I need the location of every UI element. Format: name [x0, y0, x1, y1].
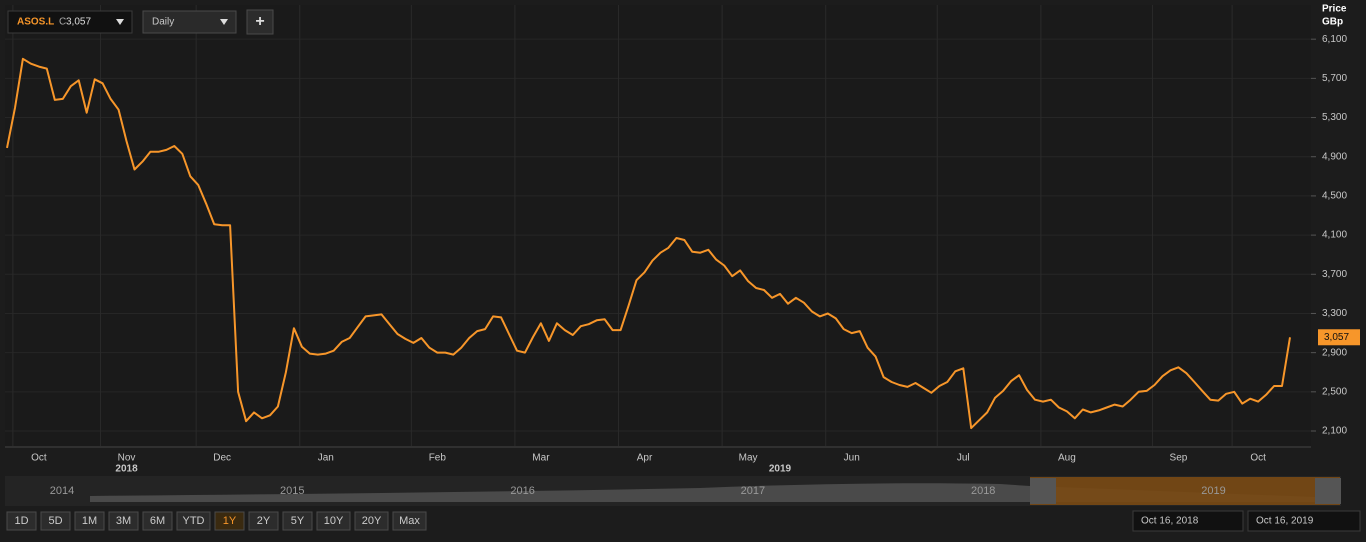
x-tick-label: Aug — [1058, 453, 1076, 464]
y-tick-label: 2,100 — [1322, 426, 1347, 437]
dropdown-arrow — [116, 19, 124, 25]
navigator-years: 2014 2015 2016 2017 2018 2019 — [50, 485, 1226, 497]
range-button-label: 6M — [150, 515, 165, 527]
range-button-label: 20Y — [362, 515, 382, 527]
interval: Daily — [152, 17, 174, 28]
navigator-year: 2014 — [50, 485, 74, 497]
range-button[interactable] — [392, 511, 427, 531]
x-tick-label: Oct — [1250, 453, 1266, 464]
price-line — [6, 57, 1291, 430]
navigator-year: 2019 — [1201, 485, 1225, 497]
range-button[interactable] — [108, 511, 139, 531]
date-from: Oct 16, 2018 — [1141, 516, 1199, 527]
x-tick-label: Jun — [844, 453, 860, 464]
y-axis-title: GBp — [1322, 17, 1343, 28]
y-tick-label: 6,100 — [1322, 34, 1347, 45]
range-button[interactable] — [74, 511, 105, 531]
range-button-label: Max — [399, 515, 420, 527]
add-button-label: + — [255, 13, 264, 30]
range-button[interactable] — [176, 511, 211, 531]
last-value-label: 3,057 — [1324, 332, 1349, 343]
close-prefix: C — [59, 17, 66, 28]
range-buttons: 1D 5D 1M 3M 6M YTD 1Y 2Y 5Y 10Y 20Y Max — [6, 511, 427, 531]
x-tick-label: Mar — [532, 453, 550, 464]
plot-area — [5, 5, 1311, 446]
range-button-label: 1D — [14, 515, 28, 527]
navigator-year: 2016 — [510, 485, 534, 497]
range-button-label: YTD — [183, 515, 205, 527]
range-button[interactable] — [248, 511, 279, 531]
x-tick-label: Jul — [957, 453, 970, 464]
interval-box[interactable]: Daily — [142, 10, 237, 34]
symbol-field[interactable] — [7, 10, 133, 34]
x-tick-label: Feb — [429, 453, 447, 464]
y-tick-label: 4,100 — [1322, 230, 1347, 241]
x-tick-label: Oct — [31, 453, 47, 464]
navigator-window[interactable] — [1030, 477, 1340, 505]
range-button[interactable] — [316, 511, 351, 531]
y-axis-title: Price — [1322, 4, 1347, 15]
symbol: ASOS.L — [17, 17, 54, 28]
last-value-box — [1318, 329, 1360, 346]
interval-field[interactable] — [142, 10, 237, 34]
range-button-label: 3M — [116, 515, 131, 527]
year-label: 2018 — [115, 464, 138, 475]
add-button[interactable] — [246, 9, 274, 35]
x-tick-label: Jan — [318, 453, 334, 464]
y-tick-label: 3,300 — [1322, 308, 1347, 319]
date-to-field[interactable] — [1247, 510, 1361, 532]
y-tick-label: 5,300 — [1322, 112, 1347, 123]
dropdown-arrow — [220, 19, 228, 25]
y-tick-label: 4,500 — [1322, 191, 1347, 202]
date-from-field[interactable] — [1132, 510, 1244, 532]
range-button[interactable] — [354, 511, 389, 531]
range-button[interactable] — [6, 511, 37, 531]
x-tick-label: Nov — [118, 453, 136, 464]
y-tick-label: 2,900 — [1322, 347, 1347, 358]
range-button-label: 1Y — [223, 515, 237, 527]
navigator-handle[interactable] — [1315, 478, 1341, 504]
range-button[interactable] — [282, 511, 313, 531]
navigator-year: 2015 — [280, 485, 304, 497]
year-label: 2019 — [769, 464, 792, 475]
y-tick-label: 3,700 — [1322, 269, 1347, 280]
x-tick-label: Apr — [637, 453, 653, 464]
x-tick-label: May — [739, 453, 758, 464]
y-tick-label: 4,900 — [1322, 151, 1347, 162]
range-button-label: 2Y — [257, 515, 271, 527]
range-button[interactable] — [214, 511, 245, 531]
range-button-label: 10Y — [324, 515, 344, 527]
range-button-label: 5D — [48, 515, 62, 527]
y-tick-label: 2,500 — [1322, 386, 1347, 397]
navigator-year: 2017 — [741, 485, 765, 497]
range-button-label: 5Y — [291, 515, 305, 527]
navigator-history — [90, 483, 1340, 502]
navigator-handle[interactable] — [1030, 478, 1056, 504]
x-tick-label: Sep — [1170, 453, 1188, 464]
symbol-box[interactable]: ASOS.L C 3,057 — [7, 10, 133, 34]
date-to: Oct 16, 2019 — [1256, 516, 1314, 527]
navigator-year: 2018 — [971, 485, 995, 497]
range-button-label: 1M — [82, 515, 97, 527]
range-button[interactable] — [40, 511, 71, 531]
x-tick-label: Dec — [213, 453, 231, 464]
y-tick-label: 5,700 — [1322, 73, 1347, 84]
range-button[interactable] — [142, 511, 173, 531]
close-value: 3,057 — [66, 17, 91, 28]
